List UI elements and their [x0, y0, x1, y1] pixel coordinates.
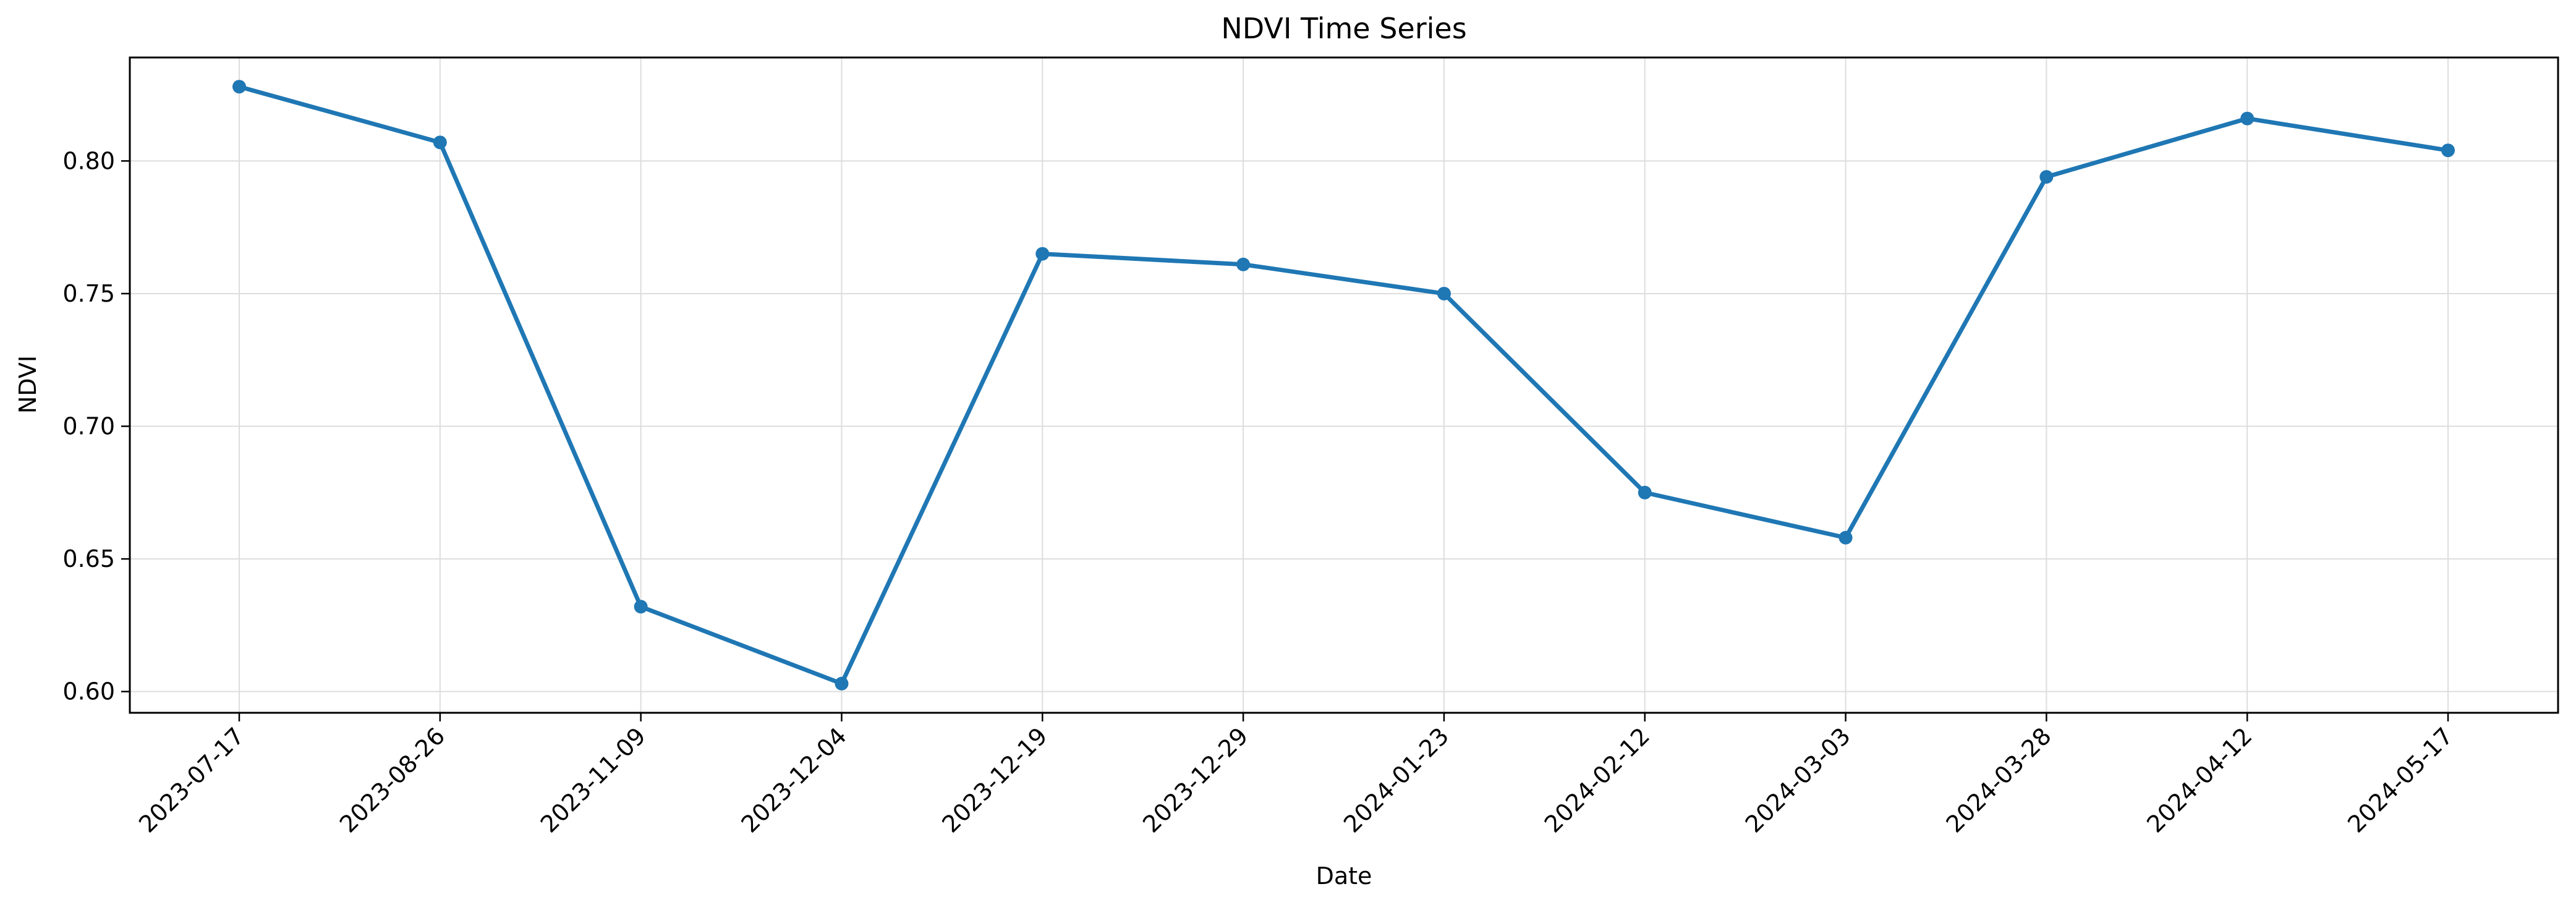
chart-title: NDVI Time Series	[1221, 12, 1466, 45]
ndvi-line	[237, 84, 2451, 686]
x-tick-label: 2023-08-26	[334, 722, 450, 838]
x-tick-label: 2023-12-19	[937, 722, 1052, 838]
x-tick-label: 2024-01-23	[1338, 722, 1454, 838]
ndvi-point	[1638, 485, 1652, 500]
grid	[130, 57, 2558, 713]
x-tick-label: 2024-02-12	[1539, 722, 1655, 838]
x-axis-label: Date	[1316, 862, 1372, 890]
y-tick-label: 0.80	[62, 147, 115, 174]
x-tick-label: 2023-07-17	[134, 722, 249, 838]
ndvi-point	[232, 80, 246, 94]
ndvi-point	[2441, 143, 2455, 158]
ndvi-point	[2240, 111, 2255, 125]
x-tick-label: 2023-12-04	[736, 722, 852, 838]
y-tick-label: 0.70	[62, 413, 115, 440]
ndvi-point	[1236, 257, 1251, 271]
ndvi-point	[634, 600, 648, 614]
x-tick-label: 2024-03-28	[1941, 722, 2056, 838]
ndvi-point	[1838, 530, 1853, 545]
y-axis-label: NDVI	[14, 355, 41, 414]
y-tick-label: 0.60	[62, 678, 115, 705]
ndvi-point	[433, 135, 447, 150]
y-tick-label: 0.65	[62, 545, 115, 572]
y-tick-label: 0.75	[62, 280, 115, 307]
ndvi-point	[835, 676, 849, 691]
x-tick-label: 2024-05-17	[2342, 722, 2458, 838]
x-tick-label: 2023-11-09	[535, 722, 651, 838]
ndvi-point	[1437, 286, 1451, 300]
x-tick-label: 2024-03-03	[1740, 722, 1856, 838]
ndvi-point	[1035, 247, 1050, 261]
ndvi-point	[2039, 170, 2054, 184]
axes: 0.60 0.65 0.70 0.75 0.80 2023-07-17 2023-08-26…	[62, 56, 2559, 838]
x-tick-label: 2023-12-29	[1137, 722, 1253, 838]
plot-frame	[129, 56, 2559, 714]
x-tick-label: 2024-04-12	[2141, 722, 2257, 838]
series	[232, 80, 2455, 691]
